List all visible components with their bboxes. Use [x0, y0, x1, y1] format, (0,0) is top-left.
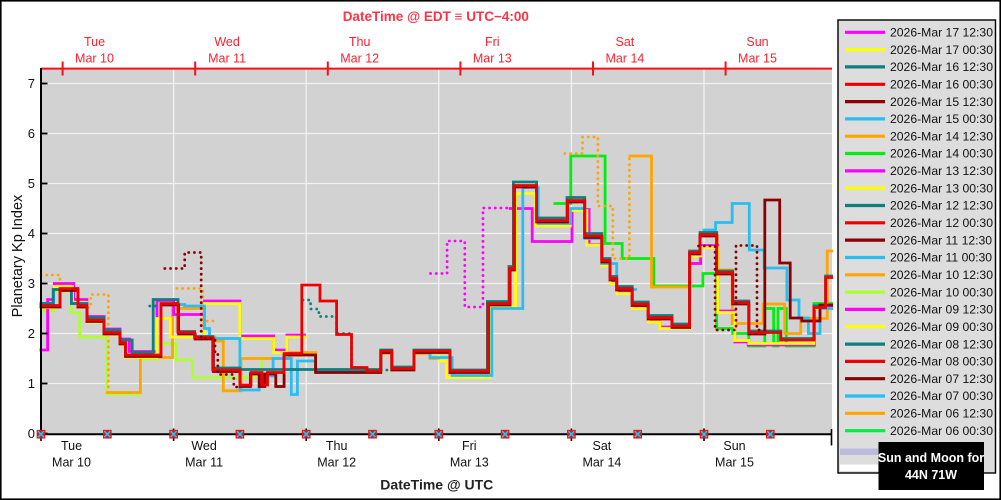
- svg-text:2026-Mar 06 12:30: 2026-Mar 06 12:30: [890, 407, 993, 421]
- svg-text:Sun: Sun: [723, 439, 745, 453]
- svg-text:Mar 10: Mar 10: [52, 456, 91, 470]
- svg-text:2026-Mar 15 00:30: 2026-Mar 15 00:30: [890, 112, 993, 126]
- svg-text:Thu: Thu: [326, 439, 348, 453]
- svg-text:2026-Mar 14 00:30: 2026-Mar 14 00:30: [890, 147, 993, 161]
- svg-text:0: 0: [28, 426, 35, 441]
- svg-text:2026-Mar 07 00:30: 2026-Mar 07 00:30: [890, 389, 993, 403]
- svg-text:2026-Mar 07 12:30: 2026-Mar 07 12:30: [890, 372, 993, 386]
- svg-text:2026-Mar 13 00:30: 2026-Mar 13 00:30: [890, 181, 993, 195]
- svg-text:Sat: Sat: [616, 35, 635, 49]
- svg-text:Mar 12: Mar 12: [317, 456, 356, 470]
- svg-text:Mar 14: Mar 14: [605, 52, 644, 66]
- svg-text:Tue: Tue: [84, 35, 105, 49]
- svg-text:Sun: Sun: [746, 35, 768, 49]
- svg-text:2026-Mar 06 00:30: 2026-Mar 06 00:30: [890, 424, 993, 438]
- svg-text:Wed: Wed: [214, 35, 240, 49]
- svg-text:2026-Mar 16 12:30: 2026-Mar 16 12:30: [890, 60, 993, 74]
- svg-text:7: 7: [28, 76, 35, 91]
- svg-text:2026-Mar 11 12:30: 2026-Mar 11 12:30: [890, 233, 992, 247]
- svg-text:Tue: Tue: [61, 439, 82, 453]
- svg-text:Mar 12: Mar 12: [340, 52, 379, 66]
- svg-text:Thu: Thu: [349, 35, 371, 49]
- svg-text:2026-Mar 17 12:30: 2026-Mar 17 12:30: [890, 26, 993, 40]
- svg-text:Mar 13: Mar 13: [450, 456, 489, 470]
- svg-text:Planetary Kp Index: Planetary Kp Index: [10, 194, 26, 317]
- svg-text:3: 3: [28, 276, 35, 291]
- svg-text:44N 71W: 44N 71W: [905, 468, 957, 482]
- svg-text:Mar 14: Mar 14: [582, 456, 621, 470]
- svg-text:5: 5: [28, 176, 35, 191]
- svg-text:6: 6: [28, 126, 35, 141]
- svg-text:2026-Mar 17 00:30: 2026-Mar 17 00:30: [890, 43, 993, 57]
- svg-text:2026-Mar 09 12:30: 2026-Mar 09 12:30: [890, 303, 993, 317]
- svg-text:2026-Mar 10 12:30: 2026-Mar 10 12:30: [890, 268, 993, 282]
- svg-text:Fri: Fri: [462, 439, 477, 453]
- svg-text:Sun and Moon for: Sun and Moon for: [878, 451, 984, 465]
- svg-text:2026-Mar 12 00:30: 2026-Mar 12 00:30: [890, 216, 993, 230]
- svg-text:2026-Mar 13 12:30: 2026-Mar 13 12:30: [890, 164, 993, 178]
- svg-text:2026-Mar 08 12:30: 2026-Mar 08 12:30: [890, 337, 993, 351]
- svg-text:Mar 11: Mar 11: [185, 456, 223, 470]
- svg-text:1: 1: [28, 376, 35, 391]
- svg-text:4: 4: [28, 226, 35, 241]
- svg-text:2026-Mar 10 00:30: 2026-Mar 10 00:30: [890, 285, 993, 299]
- svg-text:Mar 15: Mar 15: [738, 52, 777, 66]
- svg-text:2026-Mar 12 12:30: 2026-Mar 12 12:30: [890, 199, 993, 213]
- svg-text:2026-Mar 16 00:30: 2026-Mar 16 00:30: [890, 78, 993, 92]
- svg-text:2026-Mar 14 12:30: 2026-Mar 14 12:30: [890, 129, 993, 143]
- svg-text:Mar 10: Mar 10: [75, 52, 114, 66]
- svg-text:Mar 11: Mar 11: [208, 52, 246, 66]
- svg-text:DateTime @ UTC: DateTime @ UTC: [380, 477, 493, 493]
- svg-text:Sat: Sat: [593, 439, 612, 453]
- svg-text:DateTime @ EDT ≡ UTC−4:00: DateTime @ EDT ≡ UTC−4:00: [343, 9, 529, 24]
- svg-text:2026-Mar 15 12:30: 2026-Mar 15 12:30: [890, 95, 993, 109]
- svg-text:2026-Mar 11 00:30: 2026-Mar 11 00:30: [890, 251, 992, 265]
- svg-text:Mar 13: Mar 13: [473, 52, 512, 66]
- svg-text:Wed: Wed: [191, 439, 217, 453]
- svg-text:2: 2: [28, 326, 35, 341]
- svg-text:2026-Mar 08 00:30: 2026-Mar 08 00:30: [890, 355, 993, 369]
- svg-text:Mar 15: Mar 15: [715, 456, 754, 470]
- svg-text:Fri: Fri: [485, 35, 500, 49]
- svg-text:2026-Mar 09 00:30: 2026-Mar 09 00:30: [890, 320, 993, 334]
